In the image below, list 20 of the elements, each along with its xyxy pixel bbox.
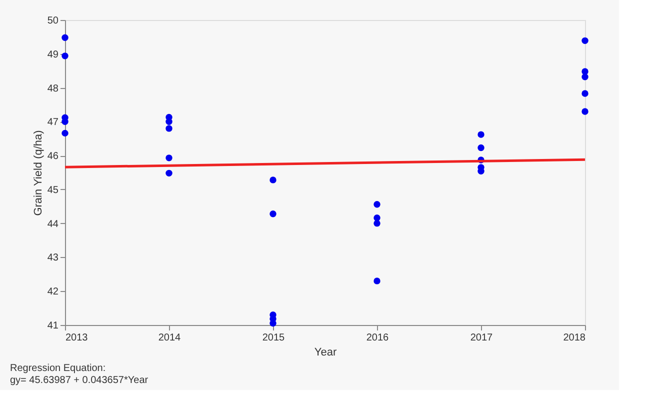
x-tick-label: 2015 [262,332,286,344]
x-tick-label: 2014 [158,332,182,344]
text: gy= 45.63987 + 0.043657*Year [10,375,149,386]
y-axis-title: Grain Yield (q/ha) [32,130,44,216]
x-tick-label: 2018 [563,332,586,344]
y-tick-label: 41 [47,320,59,332]
y-tick-label: 48 [47,83,59,94]
x-tick-label: 2017 [470,332,494,344]
y-tick-label: 49 [47,49,59,60]
y-tick-label: 42 [47,286,59,298]
y-tick-label: 43 [47,252,59,264]
y-tick-label: 50 [47,16,59,26]
text: Regression Equation: [10,363,106,374]
x-tick-label: 2013 [66,332,88,344]
y-tick-label: 47 [47,117,59,128]
y-tick-label: 46 [47,151,59,162]
y-tick-label: 44 [47,218,59,230]
y-tick-label: 45 [47,184,59,196]
x-tick-label: 2016 [366,332,390,344]
x-axis-title: Year [314,346,337,358]
